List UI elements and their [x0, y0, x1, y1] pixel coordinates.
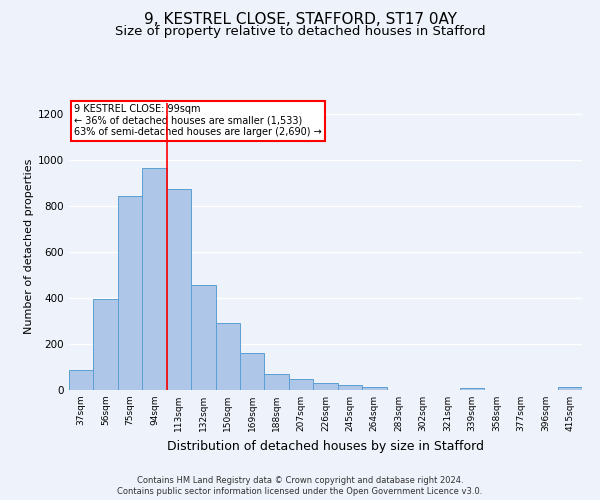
- Text: Contains HM Land Registry data © Crown copyright and database right 2024.: Contains HM Land Registry data © Crown c…: [137, 476, 463, 485]
- Text: 9 KESTREL CLOSE: 99sqm
← 36% of detached houses are smaller (1,533)
63% of semi-: 9 KESTREL CLOSE: 99sqm ← 36% of detached…: [74, 104, 322, 137]
- Bar: [265, 374, 289, 390]
- Bar: [557, 387, 582, 390]
- Bar: [215, 324, 240, 390]
- Bar: [142, 168, 167, 390]
- Y-axis label: Number of detached properties: Number of detached properties: [24, 158, 34, 334]
- Text: Size of property relative to detached houses in Stafford: Size of property relative to detached ho…: [115, 25, 485, 38]
- Bar: [460, 388, 484, 390]
- Bar: [94, 299, 118, 390]
- Bar: [313, 383, 338, 390]
- Bar: [167, 188, 191, 390]
- Text: 9, KESTREL CLOSE, STAFFORD, ST17 0AY: 9, KESTREL CLOSE, STAFFORD, ST17 0AY: [143, 12, 457, 28]
- Bar: [289, 378, 313, 390]
- Bar: [338, 385, 362, 390]
- Text: Contains public sector information licensed under the Open Government Licence v3: Contains public sector information licen…: [118, 488, 482, 496]
- Bar: [118, 196, 142, 390]
- X-axis label: Distribution of detached houses by size in Stafford: Distribution of detached houses by size …: [167, 440, 484, 452]
- Bar: [191, 286, 215, 390]
- Bar: [362, 387, 386, 390]
- Bar: [240, 352, 265, 390]
- Bar: [69, 370, 94, 390]
